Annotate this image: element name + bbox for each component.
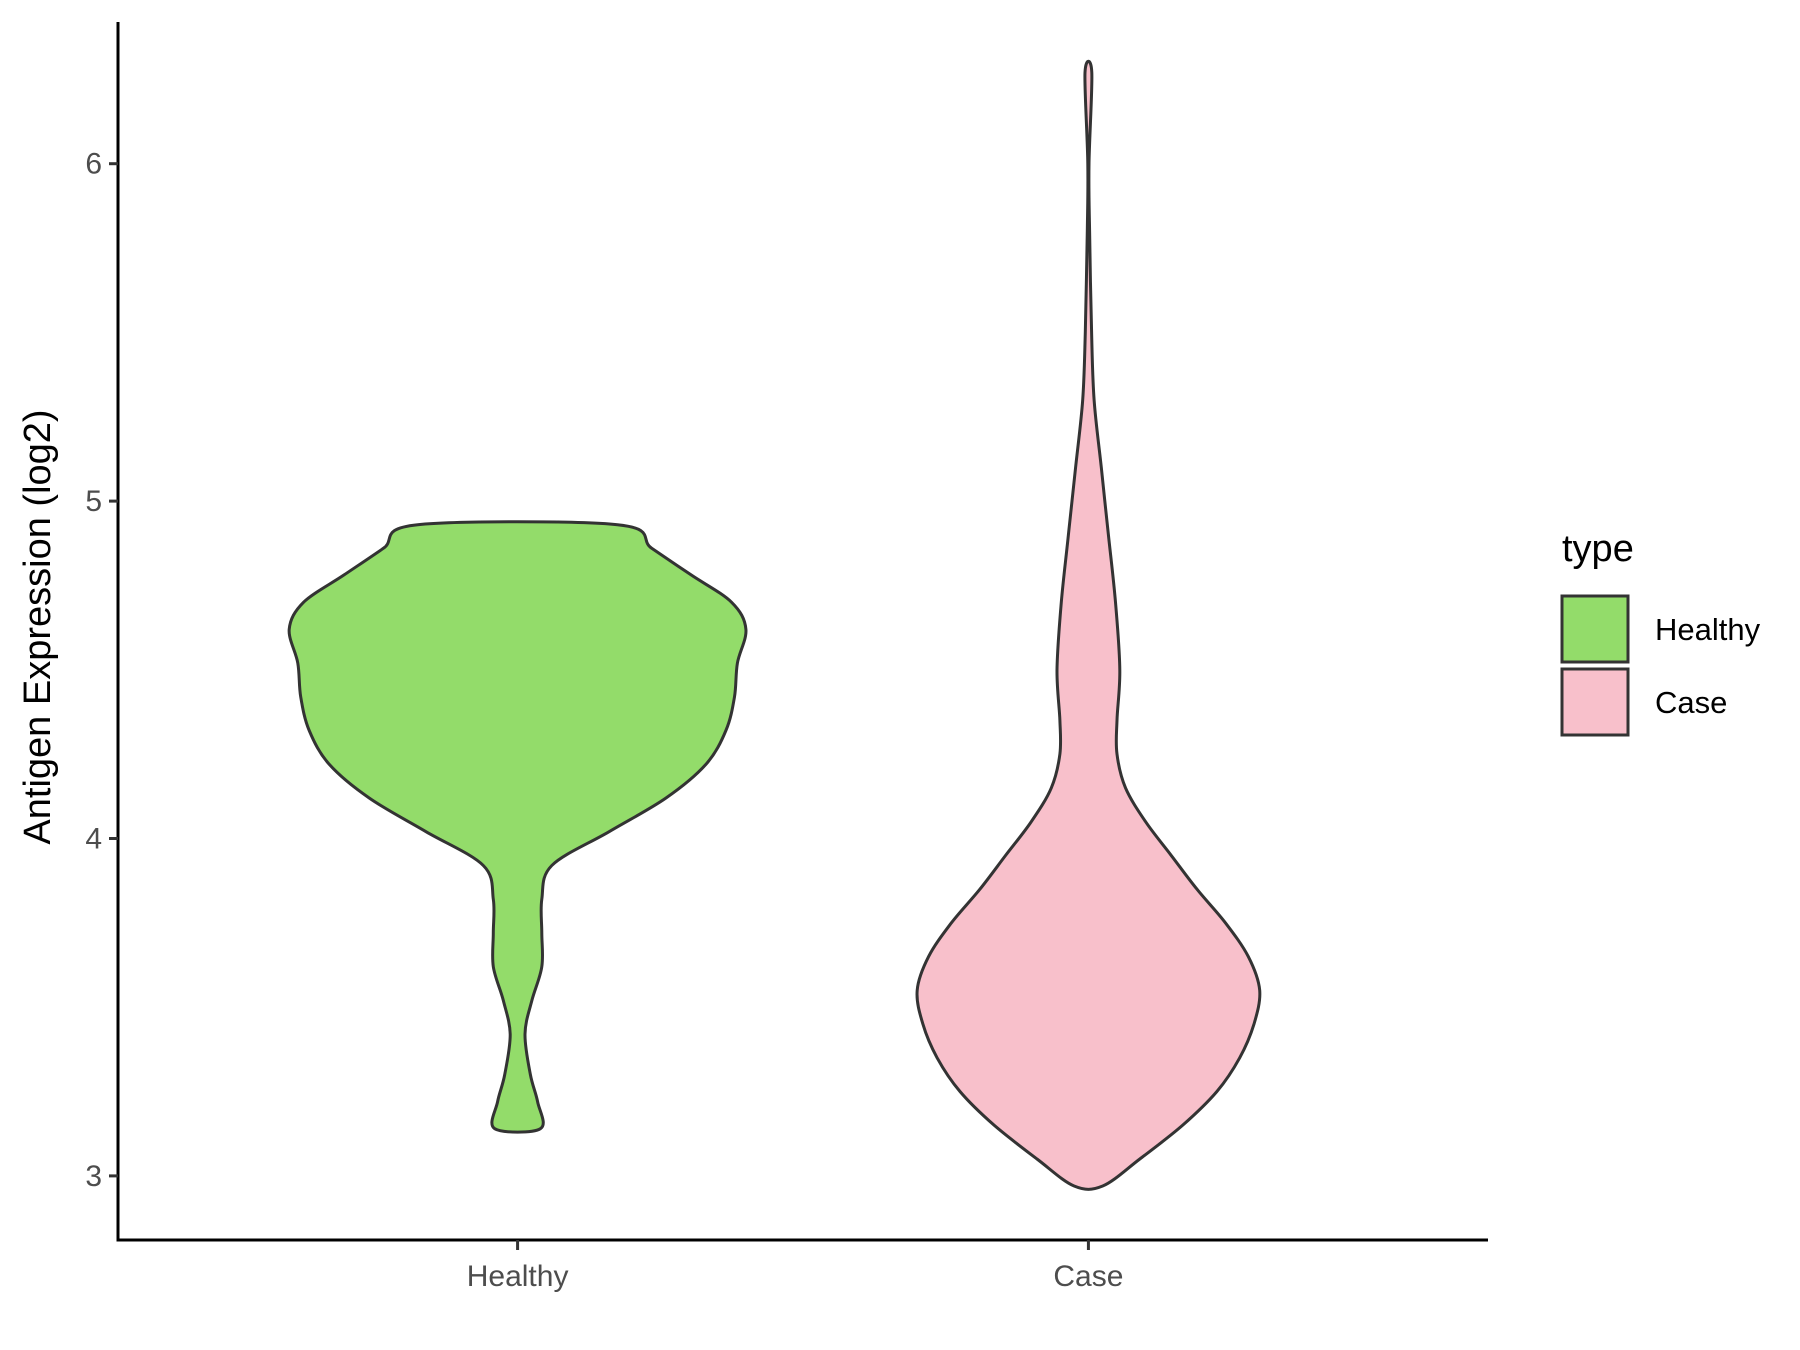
- y-tick-label: 5: [85, 485, 102, 518]
- violin-case: [915, 59, 1262, 1191]
- legend-label-healthy: Healthy: [1655, 612, 1761, 647]
- y-tick-label: 6: [85, 148, 102, 181]
- legend-entries: Healthy Case: [1560, 594, 1761, 737]
- y-axis-ticks: 3 4 5 6: [85, 148, 118, 1193]
- violin-layer: [287, 59, 1262, 1191]
- legend: type Healthy Case: [1560, 528, 1761, 737]
- x-tick-label: Case: [1053, 1260, 1123, 1293]
- y-tick-label: 3: [85, 1160, 102, 1193]
- x-axis-ticks: Healthy Case: [467, 1240, 1123, 1293]
- legend-key-healthy: [1560, 594, 1630, 664]
- legend-label-case: Case: [1655, 685, 1727, 720]
- x-tick-label: Healthy: [467, 1260, 569, 1293]
- y-axis-title: Antigen Expression (log2): [17, 409, 59, 844]
- axes: 3 4 5 6 Healthy Case: [85, 22, 1488, 1293]
- y-tick-label: 4: [85, 822, 102, 855]
- violin-healthy: [287, 520, 748, 1134]
- legend-key-case: [1560, 667, 1630, 737]
- legend-title: type: [1562, 528, 1634, 570]
